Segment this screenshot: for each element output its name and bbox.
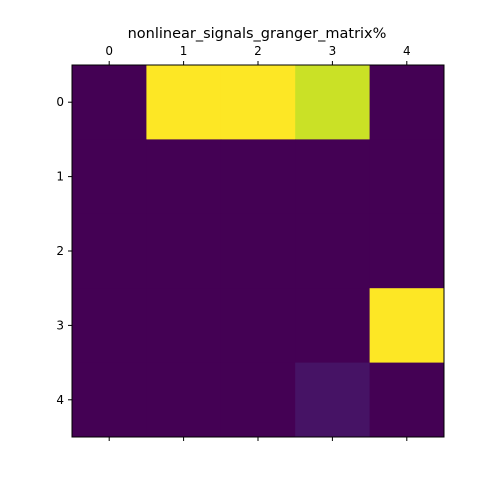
heatmap-cells [72, 65, 445, 438]
heatmap-cell-r0-c3 [295, 65, 371, 140]
heatmap-cell-r2-c0 [72, 213, 147, 289]
heatmap-cell-r2-c2 [220, 213, 296, 289]
heatmap-cell-r2-c4 [369, 213, 445, 289]
x-tick-label-0: 0 [105, 44, 113, 58]
heatmap-cell-r1-c1 [146, 139, 222, 215]
y-tick-label-1: 1 [56, 170, 64, 184]
heatmap-cell-r4-c3 [295, 362, 371, 438]
heatmap-cell-r3-c1 [146, 288, 222, 364]
y-tick-label-2: 2 [56, 244, 64, 258]
heatmap-cell-r0-c2 [220, 65, 296, 140]
heatmap-cell-r3-c4 [369, 288, 445, 364]
heatmap-cell-r4-c4 [369, 362, 445, 438]
heatmap-cell-r4-c2 [220, 362, 296, 438]
y-tick-label-3: 3 [56, 318, 64, 332]
heatmap-cell-r3-c0 [72, 288, 147, 364]
heatmap-cell-r1-c2 [220, 139, 296, 215]
heatmap-cell-r2-c3 [295, 213, 371, 289]
y-tick-label-0: 0 [56, 95, 64, 109]
x-tick-label-3: 3 [329, 44, 337, 58]
x-tick-label-1: 1 [180, 44, 188, 58]
x-tick-label-4: 4 [403, 44, 411, 58]
y-axis-left: 0 1 2 3 4 [56, 95, 72, 407]
heatmap-cell-r0-c1 [146, 65, 222, 140]
heatmap-cell-r1-c3 [295, 139, 371, 215]
heatmap-cell-r3-c2 [220, 288, 296, 364]
heatmap-cell-r1-c4 [369, 139, 445, 215]
heatmap-cell-r4-c0 [72, 362, 147, 438]
chart-title: nonlinear_signals_granger_matrix% [128, 26, 387, 42]
x-axis-top: 0 1 2 3 4 [105, 44, 411, 441]
heatmap-cell-r3-c3 [295, 288, 371, 364]
heatmap-cell-r4-c1 [146, 362, 222, 438]
x-tick-label-2: 2 [254, 44, 262, 58]
heatmap-cell-r1-c0 [72, 139, 147, 215]
heatmap-cell-r0-c0 [72, 65, 147, 140]
y-tick-label-4: 4 [56, 393, 64, 407]
heatmap-cell-r2-c1 [146, 213, 222, 289]
heatmap-cell-r0-c4 [369, 65, 445, 140]
